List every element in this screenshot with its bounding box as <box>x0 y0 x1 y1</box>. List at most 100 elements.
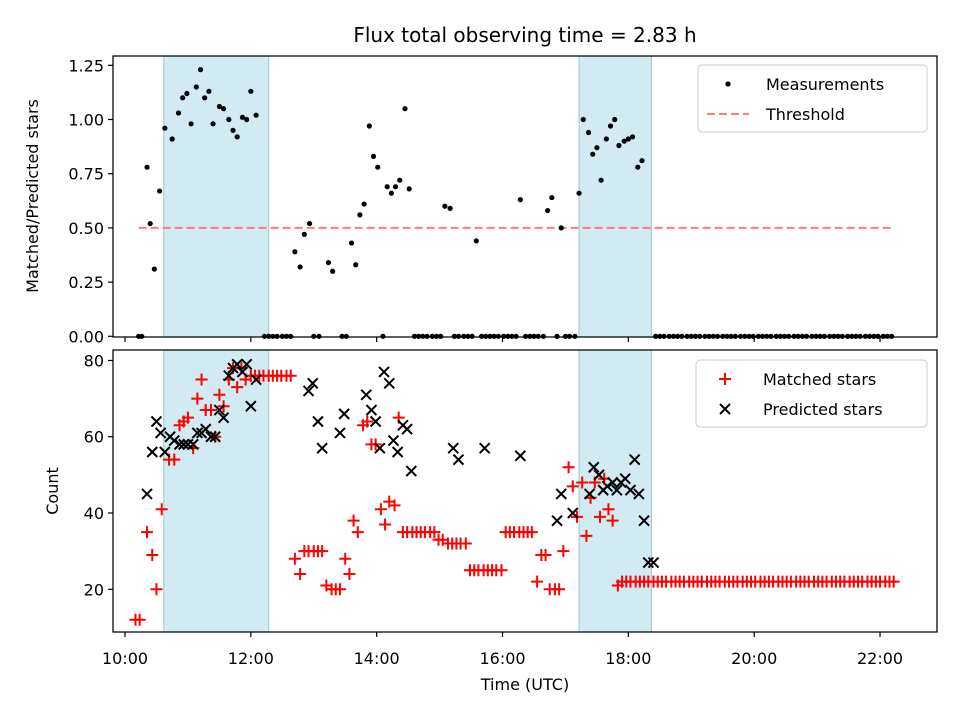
predicted-star-point-13 <box>200 423 212 435</box>
measurement-point-101 <box>607 123 614 129</box>
measurement-point-46 <box>361 201 367 207</box>
predicted-star-point-35 <box>378 366 390 378</box>
matched-star-point-99 <box>580 529 593 542</box>
matched-star-point-105 <box>606 514 619 527</box>
matched-star-point-88 <box>531 575 544 588</box>
predicted-star-point-41 <box>405 465 417 477</box>
measurement-point-16 <box>210 121 216 127</box>
measurement-point-37 <box>311 333 317 339</box>
measurement-point-39 <box>325 259 332 266</box>
measurement-point-9 <box>180 95 186 101</box>
measurement-point-96 <box>585 129 592 136</box>
matched-star-point-102 <box>594 510 607 523</box>
predicted-star-point-26 <box>307 377 319 390</box>
predicted-star-point-63 <box>647 556 660 569</box>
matched-star-point-95 <box>562 461 575 474</box>
measurement-point-80 <box>513 333 519 339</box>
predicted-star-point-59 <box>628 453 641 466</box>
legend-matched-marker <box>719 373 731 385</box>
measurement-point-36 <box>306 220 313 227</box>
measurement-point-33 <box>292 249 298 255</box>
measurement-point-81 <box>517 197 523 203</box>
legend-measurements-label: Measurements <box>766 75 884 94</box>
matched-star-point-72 <box>459 537 472 550</box>
matched-star-point-10 <box>181 411 194 424</box>
measurement-point-85 <box>535 333 541 339</box>
measurement-point-50 <box>380 333 386 339</box>
predicted-star-point-44 <box>478 442 491 454</box>
measurement-point-65 <box>447 205 453 211</box>
measurement-point-143 <box>804 333 810 339</box>
matched-star-point-2 <box>141 526 154 539</box>
matched-star-point-50 <box>361 415 374 428</box>
predicted-star-point-45 <box>514 450 527 462</box>
measurement-point-24 <box>248 88 254 94</box>
measurement-point-47 <box>366 123 372 129</box>
matched-star-point-80 <box>495 564 508 577</box>
measurement-point-92 <box>567 333 573 339</box>
matched-star-point-96 <box>566 480 579 493</box>
predicted-star-point-2 <box>150 415 163 428</box>
measurement-point-119 <box>697 333 703 339</box>
predicted-star-point-20 <box>231 358 243 370</box>
bottom-y-tick-label-1: 40 <box>84 504 104 523</box>
predicted-star-point-21 <box>236 366 249 378</box>
predicted-star-point-38 <box>391 446 404 458</box>
matched-star-point-33 <box>284 369 297 382</box>
matched-star-point-98 <box>576 476 589 489</box>
predicted-star-point-24 <box>250 373 262 386</box>
measurement-point-43 <box>348 240 355 246</box>
measurement-point-106 <box>629 134 636 140</box>
predicted-star-point-53 <box>601 480 614 493</box>
predicted-star-point-8 <box>178 438 190 451</box>
measurement-point-40 <box>330 268 336 274</box>
bottom-legend-box <box>695 359 928 428</box>
predicted-star-point-51 <box>593 469 605 481</box>
measurement-point-51 <box>384 184 390 190</box>
measurement-point-56 <box>406 186 412 192</box>
measurement-point-93 <box>572 333 578 339</box>
legend-threshold-label: Threshold <box>765 105 845 124</box>
measurement-point-135 <box>768 333 774 339</box>
predicted-star-point-17 <box>217 411 230 424</box>
predicted-star-point-57 <box>619 472 631 485</box>
measurement-point-162 <box>888 333 895 339</box>
predicted-star-point-15 <box>209 431 221 443</box>
legend-matched-label: Matched stars <box>763 370 876 389</box>
top-axes-frame <box>112 55 938 338</box>
measurement-point-127 <box>732 333 738 339</box>
predicted-star-point-49 <box>583 488 596 500</box>
measurement-point-100 <box>603 136 609 142</box>
measurement-point-105 <box>625 136 631 142</box>
predicted-star-point-18 <box>223 370 235 382</box>
matched-star-point-34 <box>288 552 301 565</box>
measurement-point-71 <box>473 238 479 244</box>
legend-predicted-marker <box>719 403 731 415</box>
predicted-star-point-16 <box>213 404 226 416</box>
measurement-point-7 <box>169 136 175 142</box>
measurement-point-2 <box>144 164 150 170</box>
predicted-stars-series <box>141 358 660 569</box>
matched-star-point-17 <box>213 388 226 401</box>
measurement-point-38 <box>316 333 322 339</box>
measurement-point-4 <box>151 266 157 272</box>
measurement-point-52 <box>388 190 394 196</box>
measurement-point-19 <box>226 116 232 123</box>
measurement-point-104 <box>621 138 627 144</box>
measurement-point-88 <box>549 194 555 201</box>
matched-star-point-46 <box>343 568 356 581</box>
matched-star-point-93 <box>553 583 566 596</box>
matched-star-point-21 <box>231 381 244 394</box>
legend-predicted-label: Predicted stars <box>763 400 883 419</box>
matched-star-point-53 <box>374 503 387 516</box>
measurement-point-25 <box>253 112 259 118</box>
bottom-x-tick-label-3: 16:00 <box>479 649 525 668</box>
predicted-star-point-58 <box>624 484 637 496</box>
predicted-star-point-42 <box>447 442 459 454</box>
bottom-x-tick-label-4: 18:00 <box>605 649 651 668</box>
measurement-point-35 <box>301 231 307 238</box>
predicted-star-point-47 <box>555 488 567 500</box>
bottom-panel: 20 40 60 80 10:00 12:00 14:00 16:00 18:00 20:00 2… <box>43 349 938 694</box>
predicted-star-point-14 <box>205 431 217 443</box>
